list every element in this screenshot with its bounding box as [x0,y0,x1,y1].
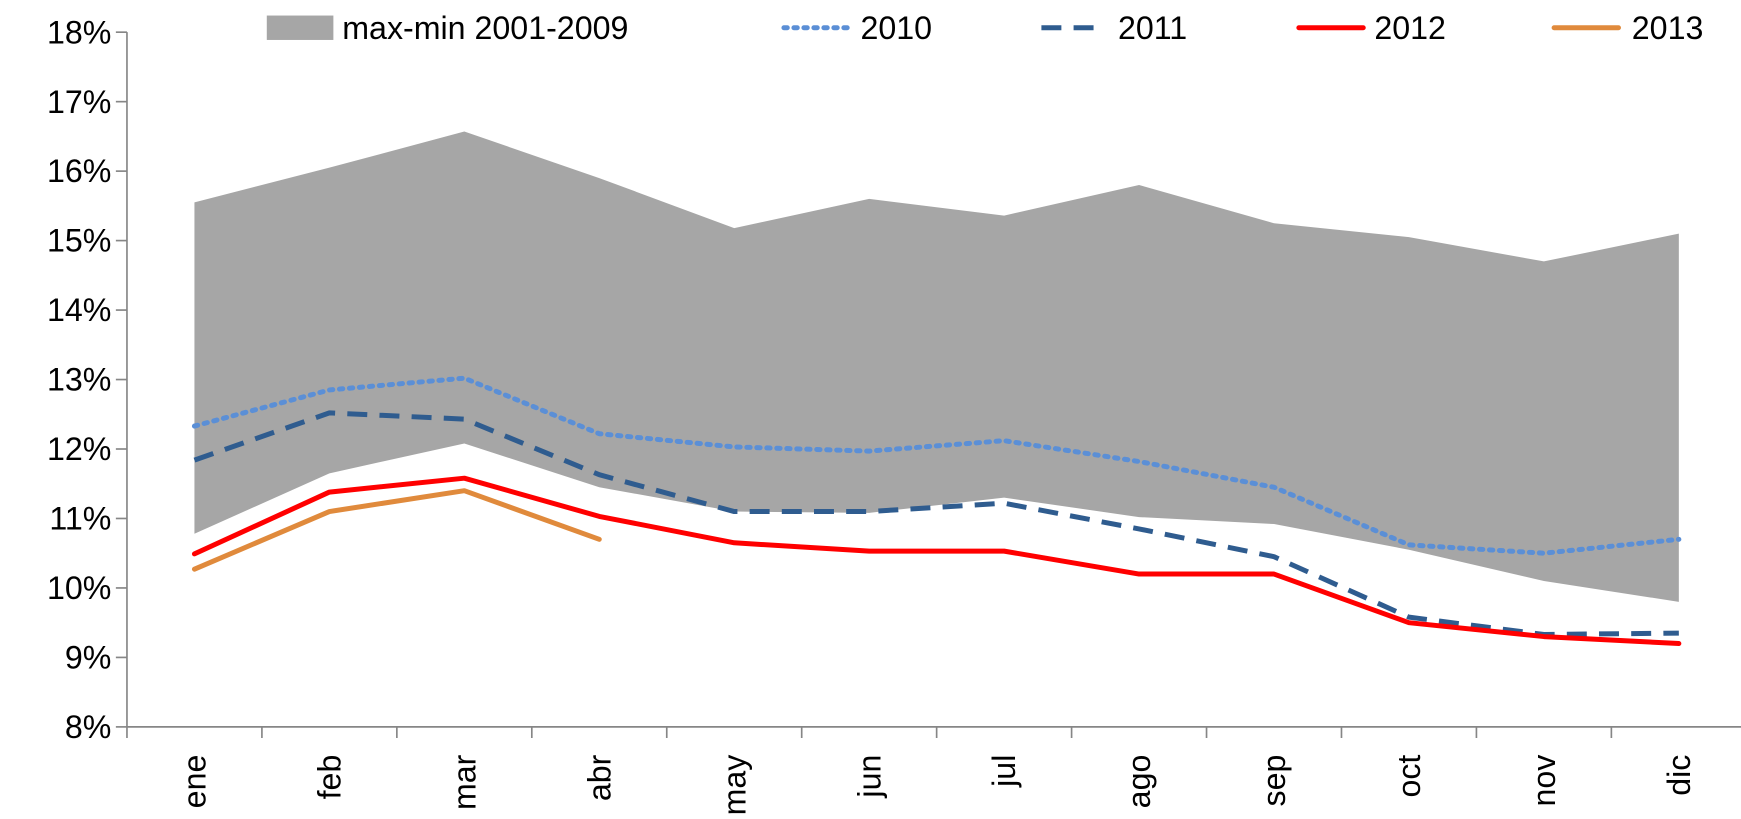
legend-label: 2010 [861,10,933,46]
x-tick-label: ene [177,755,213,809]
y-tick-label: 17% [47,84,111,120]
x-tick-label: nov [1526,755,1562,807]
legend-swatch [266,15,334,40]
x-tick-label: abr [581,754,617,801]
series-line [191,475,1682,647]
x-tick-label: oct [1391,755,1427,798]
x-tick-label: dic [1661,755,1697,796]
y-tick-label: 9% [65,640,112,676]
legend-label: max-min 2001-2009 [342,10,628,46]
y-tick-label: 8% [65,709,112,745]
y-tick-label: 13% [47,362,111,398]
y-tick-label: 18% [47,14,111,50]
x-tick-label: jul [986,755,1022,788]
x-tick-label: may [716,754,752,816]
y-tick-label: 10% [47,570,111,606]
x-tick-label: sep [1256,755,1292,807]
legend-label: 2012 [1374,10,1446,46]
y-tick-label: 14% [47,292,111,328]
legend-label: 2013 [1632,10,1704,46]
series-line [191,488,602,572]
x-tick-label: jun [851,755,887,799]
x-tick-label: mar [446,754,482,810]
series-line [191,375,1682,556]
range-band [194,131,1679,602]
y-tick-label: 15% [47,223,111,259]
x-tick-label: ago [1121,755,1157,809]
y-tick-label: 11% [49,501,111,537]
y-tick-label: 16% [47,153,111,189]
x-tick-label: feb [311,755,347,800]
y-tick-label: 12% [47,431,111,467]
legend-label: 2011 [1118,10,1187,46]
